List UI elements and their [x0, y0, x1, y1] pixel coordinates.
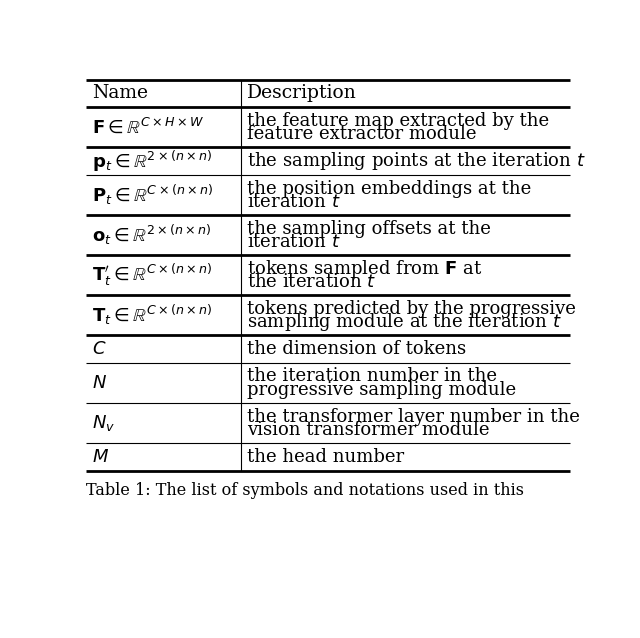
Text: the feature map extracted by the: the feature map extracted by the — [247, 112, 549, 130]
Text: $\mathbf{o}_t \in \mathbb{R}^{2\times (n\times n)}$: $\mathbf{o}_t \in \mathbb{R}^{2\times (n… — [92, 223, 212, 248]
Text: the head number: the head number — [247, 448, 404, 466]
Text: the sampling offsets at the: the sampling offsets at the — [247, 219, 491, 237]
Text: $\mathbf{p}_t \in \mathbb{R}^{2\times (n\times n)}$: $\mathbf{p}_t \in \mathbb{R}^{2\times (n… — [92, 149, 212, 174]
Text: $N_v$: $N_v$ — [92, 413, 115, 433]
Text: the iteration number in the: the iteration number in the — [247, 367, 497, 385]
Text: the iteration $t$: the iteration $t$ — [247, 273, 376, 291]
Text: $C$: $C$ — [92, 340, 107, 358]
Text: $\mathbf{T}_t \in \mathbb{R}^{C\times (n\times n)}$: $\mathbf{T}_t \in \mathbb{R}^{C\times (n… — [92, 303, 213, 327]
Text: $\mathbf{P}_t \in \mathbb{R}^{C\times (n\times n)}$: $\mathbf{P}_t \in \mathbb{R}^{C\times (n… — [92, 183, 214, 207]
Text: Name: Name — [92, 84, 148, 103]
Text: $\mathbf{F} \in \mathbb{R}^{C\times H\times W}$: $\mathbf{F} \in \mathbb{R}^{C\times H\ti… — [92, 117, 205, 137]
Text: the dimension of tokens: the dimension of tokens — [247, 340, 467, 358]
Text: the sampling points at the iteration $t$: the sampling points at the iteration $t$ — [247, 151, 586, 172]
Text: progressive sampling module: progressive sampling module — [247, 380, 516, 399]
Text: tokens sampled from $\mathbf{F}$ at: tokens sampled from $\mathbf{F}$ at — [247, 258, 483, 279]
Text: $M$: $M$ — [92, 448, 109, 466]
Text: iteration $t$: iteration $t$ — [247, 233, 341, 251]
Text: Description: Description — [247, 84, 357, 103]
Text: Table 1: The list of symbols and notations used in this: Table 1: The list of symbols and notatio… — [86, 482, 524, 498]
Text: iteration $t$: iteration $t$ — [247, 193, 341, 211]
Text: $N$: $N$ — [92, 374, 108, 392]
Text: sampling module at the iteration $t$: sampling module at the iteration $t$ — [247, 311, 562, 333]
Text: $\mathbf{T}^{\prime}_t \in \mathbb{R}^{C\times (n\times n)}$: $\mathbf{T}^{\prime}_t \in \mathbb{R}^{C… — [92, 262, 213, 288]
Text: the position embeddings at the: the position embeddings at the — [247, 179, 531, 198]
Text: tokens predicted by the progressive: tokens predicted by the progressive — [247, 300, 576, 318]
Text: the transformer layer number in the: the transformer layer number in the — [247, 408, 580, 426]
Text: vision transformer module: vision transformer module — [247, 420, 490, 438]
Text: feature extractor module: feature extractor module — [247, 125, 477, 143]
